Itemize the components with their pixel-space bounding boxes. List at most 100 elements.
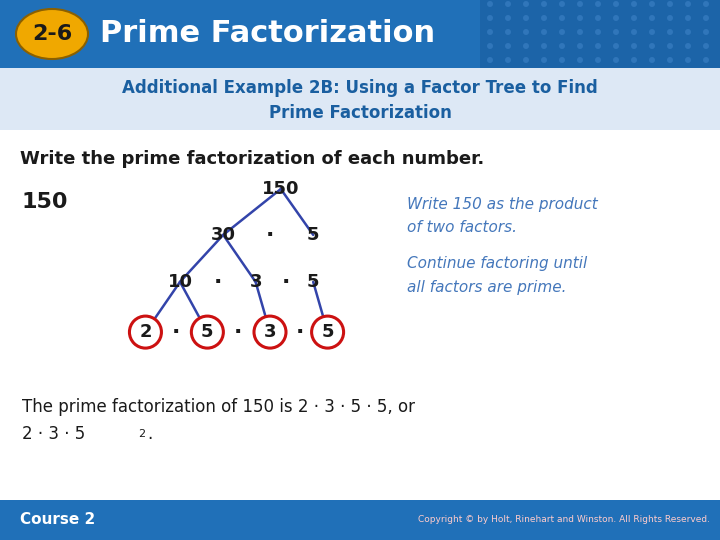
Text: ·: · [171, 322, 180, 342]
Text: 5: 5 [321, 323, 334, 341]
Text: Additional Example 2B: Using a Factor Tree to Find: Additional Example 2B: Using a Factor Tr… [122, 79, 598, 97]
Circle shape [613, 15, 619, 21]
Circle shape [703, 57, 709, 63]
Text: 5: 5 [307, 226, 320, 244]
Circle shape [523, 1, 529, 7]
Circle shape [577, 43, 583, 49]
Circle shape [613, 1, 619, 7]
Text: ·: · [214, 272, 222, 292]
Circle shape [595, 29, 601, 35]
Circle shape [703, 43, 709, 49]
Circle shape [649, 57, 655, 63]
Circle shape [487, 43, 493, 49]
Circle shape [667, 29, 673, 35]
Circle shape [559, 57, 565, 63]
Circle shape [667, 1, 673, 7]
Text: ·: · [282, 272, 290, 292]
Circle shape [649, 43, 655, 49]
Circle shape [312, 316, 343, 348]
Circle shape [631, 29, 637, 35]
Text: The prime factorization of 150 is 2 · 3 · 5 · 5, or: The prime factorization of 150 is 2 · 3 … [22, 398, 415, 416]
Circle shape [613, 57, 619, 63]
Circle shape [559, 1, 565, 7]
Text: 30: 30 [211, 226, 235, 244]
Text: Continue factoring until
all factors are prime.: Continue factoring until all factors are… [407, 256, 587, 295]
Circle shape [523, 29, 529, 35]
Text: 3: 3 [264, 323, 276, 341]
Circle shape [505, 1, 511, 7]
Text: 10: 10 [168, 273, 192, 291]
Text: Write 150 as the product
of two factors.: Write 150 as the product of two factors. [407, 197, 598, 235]
Circle shape [523, 43, 529, 49]
Circle shape [254, 316, 286, 348]
Text: 5: 5 [307, 273, 320, 291]
Circle shape [577, 57, 583, 63]
Circle shape [505, 15, 511, 21]
Text: 150: 150 [22, 192, 68, 212]
Circle shape [631, 15, 637, 21]
Circle shape [595, 57, 601, 63]
Text: ·: · [233, 322, 242, 342]
Circle shape [649, 29, 655, 35]
Circle shape [685, 1, 691, 7]
Text: 150: 150 [262, 180, 300, 198]
Circle shape [631, 57, 637, 63]
Circle shape [487, 57, 493, 63]
Text: 5: 5 [201, 323, 214, 341]
Bar [0, 500, 720, 540]
Circle shape [505, 29, 511, 35]
Circle shape [649, 1, 655, 7]
Circle shape [685, 15, 691, 21]
Circle shape [595, 1, 601, 7]
Text: Prime Factorization: Prime Factorization [100, 19, 435, 49]
Circle shape [130, 316, 161, 348]
Circle shape [523, 57, 529, 63]
Text: 2: 2 [138, 429, 145, 439]
Circle shape [541, 1, 547, 7]
Text: Write the prime factorization of each number.: Write the prime factorization of each nu… [20, 150, 485, 168]
Text: Course 2: Course 2 [20, 512, 95, 528]
Circle shape [631, 1, 637, 7]
Text: .: . [147, 425, 152, 443]
Circle shape [595, 15, 601, 21]
Bar [0, 0, 720, 68]
Circle shape [577, 15, 583, 21]
Text: ·: · [266, 225, 274, 245]
Bar [0, 130, 720, 500]
Circle shape [541, 15, 547, 21]
Circle shape [523, 15, 529, 21]
Text: 2-6: 2-6 [32, 24, 72, 44]
Circle shape [685, 43, 691, 49]
Bar [480, 0, 720, 68]
Circle shape [541, 57, 547, 63]
Circle shape [667, 15, 673, 21]
Circle shape [559, 15, 565, 21]
Circle shape [505, 57, 511, 63]
Text: 3: 3 [249, 273, 262, 291]
Circle shape [685, 29, 691, 35]
Circle shape [577, 29, 583, 35]
Circle shape [487, 29, 493, 35]
Circle shape [595, 43, 601, 49]
Circle shape [613, 29, 619, 35]
Circle shape [685, 57, 691, 63]
Circle shape [559, 29, 565, 35]
Circle shape [559, 43, 565, 49]
Text: 2 · 3 · 5: 2 · 3 · 5 [22, 425, 85, 443]
Circle shape [505, 43, 511, 49]
Text: 2: 2 [139, 323, 152, 341]
Text: ·: · [295, 322, 304, 342]
Circle shape [703, 29, 709, 35]
Circle shape [613, 43, 619, 49]
Text: Copyright © by Holt, Rinehart and Winston. All Rights Reserved.: Copyright © by Holt, Rinehart and Winsto… [418, 516, 710, 524]
Circle shape [631, 43, 637, 49]
Bar [0, 68, 720, 130]
Circle shape [667, 43, 673, 49]
Ellipse shape [16, 9, 88, 59]
Circle shape [649, 15, 655, 21]
Circle shape [667, 57, 673, 63]
Circle shape [192, 316, 223, 348]
Circle shape [577, 1, 583, 7]
Circle shape [487, 1, 493, 7]
Circle shape [541, 43, 547, 49]
